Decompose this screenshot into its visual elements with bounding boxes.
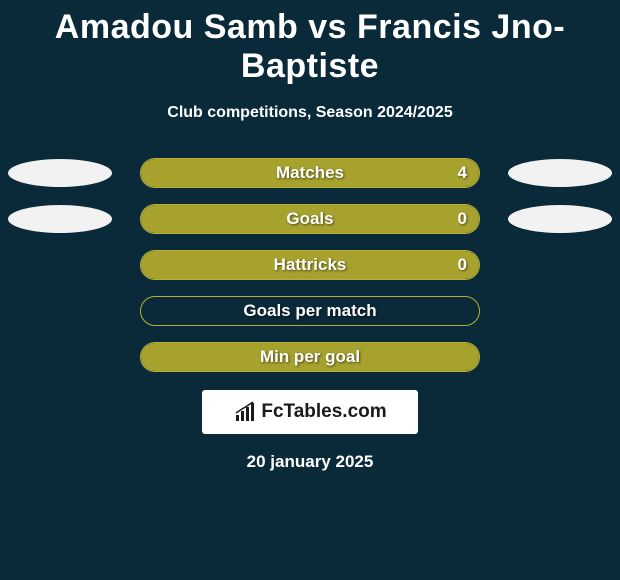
stat-row: Min per goal — [0, 342, 620, 372]
stat-bar: Min per goal — [140, 342, 480, 372]
avatar-spacer — [8, 343, 112, 371]
stat-label: Matches — [276, 163, 344, 183]
avatar-spacer — [8, 251, 112, 279]
player-avatar-left — [8, 159, 112, 187]
branding-badge: FcTables.com — [202, 390, 418, 434]
player-avatar-right — [508, 159, 612, 187]
stat-label: Goals per match — [243, 301, 376, 321]
avatar-spacer — [508, 251, 612, 279]
avatar-spacer — [508, 297, 612, 325]
stat-row: Matches 4 — [0, 158, 620, 188]
stat-row: Hattricks 0 — [0, 250, 620, 280]
stat-bar: Goals per match — [140, 296, 480, 326]
stat-bar: Matches 4 — [140, 158, 480, 188]
stat-value: 0 — [458, 209, 467, 229]
stat-row: Goals per match — [0, 296, 620, 326]
player-avatar-left — [8, 205, 112, 233]
date-label: 20 january 2025 — [0, 452, 620, 472]
stat-row: Goals 0 — [0, 204, 620, 234]
stat-value: 0 — [458, 255, 467, 275]
player-avatar-right — [508, 205, 612, 233]
subtitle: Club competitions, Season 2024/2025 — [0, 104, 620, 122]
stat-label: Goals — [286, 209, 333, 229]
page-title: Amadou Samb vs Francis Jno-Baptiste — [0, 0, 620, 86]
stat-bar: Goals 0 — [140, 204, 480, 234]
branding-chart-icon — [233, 401, 259, 423]
stats-container: Matches 4 Goals 0 Hattricks 0 Goals per match M… — [0, 158, 620, 372]
stat-label: Min per goal — [260, 347, 360, 367]
avatar-spacer — [508, 343, 612, 371]
branding-text: FcTables.com — [261, 401, 386, 423]
stat-label: Hattricks — [274, 255, 347, 275]
avatar-spacer — [8, 297, 112, 325]
stat-bar: Hattricks 0 — [140, 250, 480, 280]
stat-value: 4 — [458, 163, 467, 183]
